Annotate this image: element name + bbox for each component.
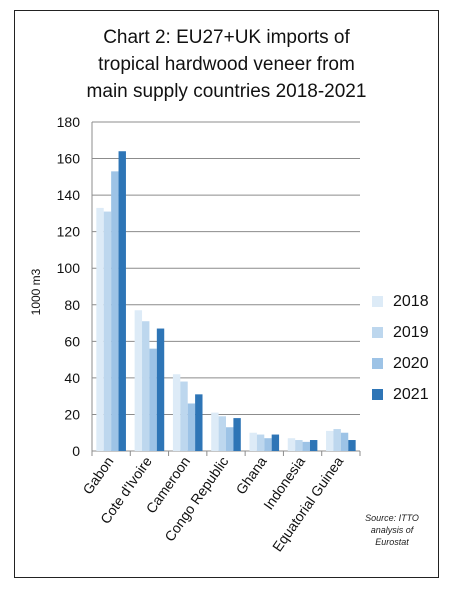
bar-ghana-2021 (271, 434, 280, 451)
y-tick-label-160: 160 (57, 151, 81, 167)
legend-label-2021: 2021 (393, 385, 429, 403)
bar-indonesia-2020 (302, 441, 310, 451)
bar-cameroon-2020 (187, 403, 196, 451)
source-line-3: Eurostat (375, 537, 409, 547)
bar-gabon-2021 (118, 151, 126, 451)
y-tick-label-180: 180 (57, 114, 81, 130)
bar-cote-d-ivoire-2018 (134, 310, 143, 451)
y-tick-label-140: 140 (57, 187, 81, 203)
legend-item-2020: 2020 (372, 348, 429, 379)
x-tick-label-4: Ghana (233, 453, 270, 497)
legend-swatch-2021 (372, 389, 383, 400)
bar-cote-d-ivoire-2019 (142, 321, 150, 451)
bar-cameroon-2019 (180, 381, 188, 451)
legend-item-2019: 2019 (372, 317, 429, 348)
bar-indonesia-2019 (295, 440, 303, 451)
y-tick-label-40: 40 (64, 370, 80, 386)
bar-cameroon-2021 (195, 394, 203, 451)
source-line-2: analysis of (370, 525, 414, 535)
chart-legend: 2018 2019 2020 2021 (372, 286, 429, 410)
bar-indonesia-2018 (287, 438, 296, 451)
y-tick-label-20: 20 (64, 406, 80, 422)
bar-congo-republic-2019 (218, 416, 226, 451)
x-tick-label-6: Equatorial Guinea (269, 453, 347, 554)
bar-equatorial-guinea-2018 (326, 430, 334, 451)
bar-gabon-2018 (96, 207, 104, 451)
bar-congo-republic-2018 (211, 412, 219, 451)
legend-item-2018: 2018 (372, 286, 429, 317)
legend-label-2020: 2020 (393, 354, 429, 372)
bar-ghana-2020 (264, 438, 272, 451)
chart-title-line-2: tropical hardwood veneer from (98, 54, 355, 75)
bar-indonesia-2021 (309, 440, 318, 451)
chart-frame (14, 10, 439, 578)
bar-cote-d-ivoire-2021 (156, 328, 165, 451)
y-tick-label-100: 100 (57, 260, 81, 276)
chart-title: Chart 2: EU27+UK imports of tropical har… (14, 24, 439, 105)
bar-gabon-2020 (111, 171, 119, 451)
bar-gabon-2019 (103, 211, 112, 451)
x-tick-label-0: Gabon (79, 454, 116, 498)
bar-equatorial-guinea-2020 (340, 432, 349, 451)
legend-swatch-2019 (372, 327, 383, 338)
source-note: Source: ITTO analysis of Eurostat (356, 512, 428, 548)
bar-cote-d-ivoire-2020 (149, 348, 157, 451)
y-tick-label-0: 0 (72, 443, 80, 459)
bar-cameroon-2018 (172, 374, 181, 451)
bar-ghana-2019 (256, 434, 265, 451)
bar-equatorial-guinea-2021 (348, 440, 356, 451)
chart-title-line-3: main supply countries 2018-2021 (86, 81, 367, 102)
bar-ghana-2018 (249, 432, 257, 451)
y-axis-title: 1000 m3 (29, 268, 43, 315)
legend-item-2021: 2021 (372, 379, 429, 410)
legend-label-2018: 2018 (393, 292, 429, 310)
bar-equatorial-guinea-2019 (333, 429, 341, 451)
chart-title-line-1: Chart 2: EU27+UK imports of (103, 27, 350, 48)
y-tick-label-120: 120 (57, 224, 81, 240)
legend-swatch-2020 (372, 358, 383, 369)
bar-congo-republic-2020 (226, 427, 234, 451)
source-line-1: Source: ITTO (365, 513, 419, 523)
legend-label-2019: 2019 (393, 323, 429, 341)
y-tick-label-60: 60 (64, 333, 80, 349)
legend-swatch-2018 (372, 296, 383, 307)
bar-congo-republic-2021 (233, 418, 241, 451)
y-tick-label-80: 80 (64, 297, 80, 313)
